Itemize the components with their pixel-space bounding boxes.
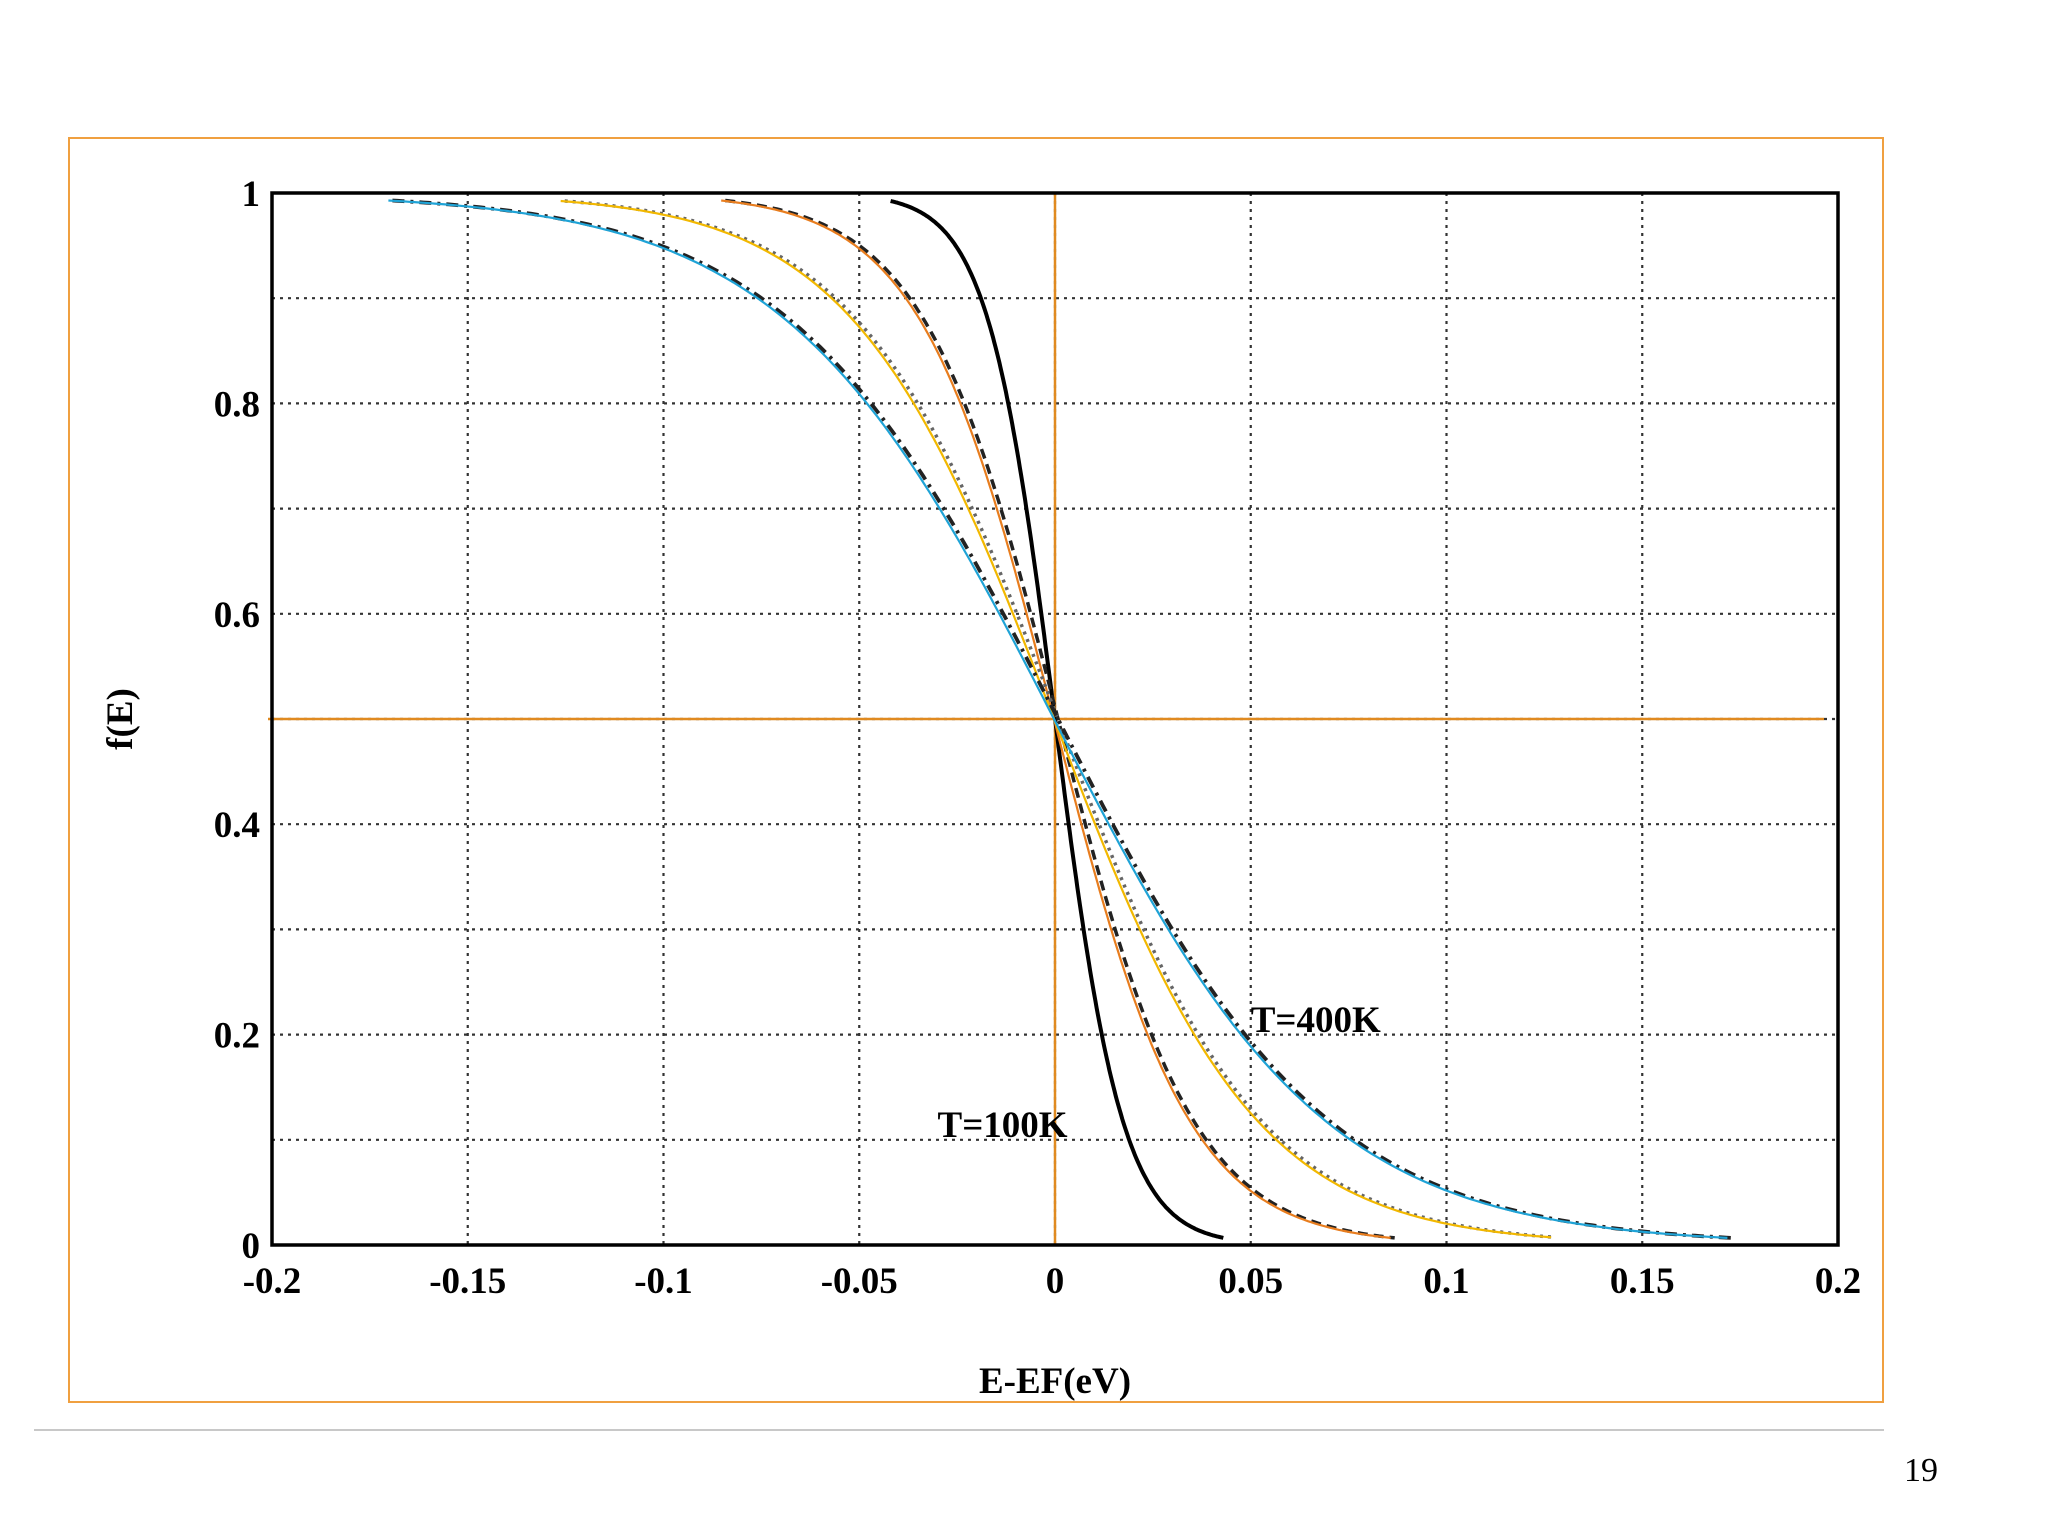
tick-labels: -0.2 -0.15 -0.1 -0.05 0 0.05 0.1 0.15 0.2 0 0.2 0.4…	[214, 174, 1861, 1302]
annotations: T=100K T=400K	[938, 1000, 1381, 1146]
x-tick-label: 0.1	[1423, 1261, 1469, 1302]
x-tick-label: 0.2	[1815, 1261, 1861, 1302]
y-tick-label: 1	[242, 174, 261, 215]
page-number: 19	[1904, 1452, 1938, 1489]
x-axis-title: E-EF(eV)	[979, 1361, 1131, 1402]
x-tick-label: -0.2	[243, 1261, 302, 1302]
x-tick-label: -0.1	[634, 1261, 693, 1302]
y-tick-label: 0.4	[214, 805, 260, 846]
plot-border	[270, 191, 1840, 1247]
x-tick-label: 0.15	[1610, 1261, 1675, 1302]
curve-200K	[724, 198, 1395, 1240]
y-tick-label: 0	[242, 1226, 261, 1267]
curve-300K	[564, 199, 1556, 1240]
footer-divider	[34, 1429, 1884, 1431]
y-tick-label: 0.6	[214, 595, 260, 636]
x-tick-label: -0.05	[821, 1261, 898, 1302]
x-tick-label: 0.05	[1218, 1261, 1283, 1302]
curve-annotation: T=100K	[938, 1105, 1068, 1146]
curve-annotation: T=400K	[1251, 1000, 1381, 1041]
y-tick-label: 0.8	[214, 384, 260, 425]
reference-lines	[268, 193, 1824, 1245]
curves	[388, 198, 1732, 1240]
y-axis-title: f(E)	[100, 688, 141, 750]
x-tick-label: -0.15	[429, 1261, 506, 1302]
curve-400K-trace	[388, 199, 1728, 1239]
x-tick-label: 0	[1046, 1261, 1065, 1302]
slide-frame	[68, 137, 1884, 1403]
y-tick-label: 0.2	[214, 1016, 260, 1057]
